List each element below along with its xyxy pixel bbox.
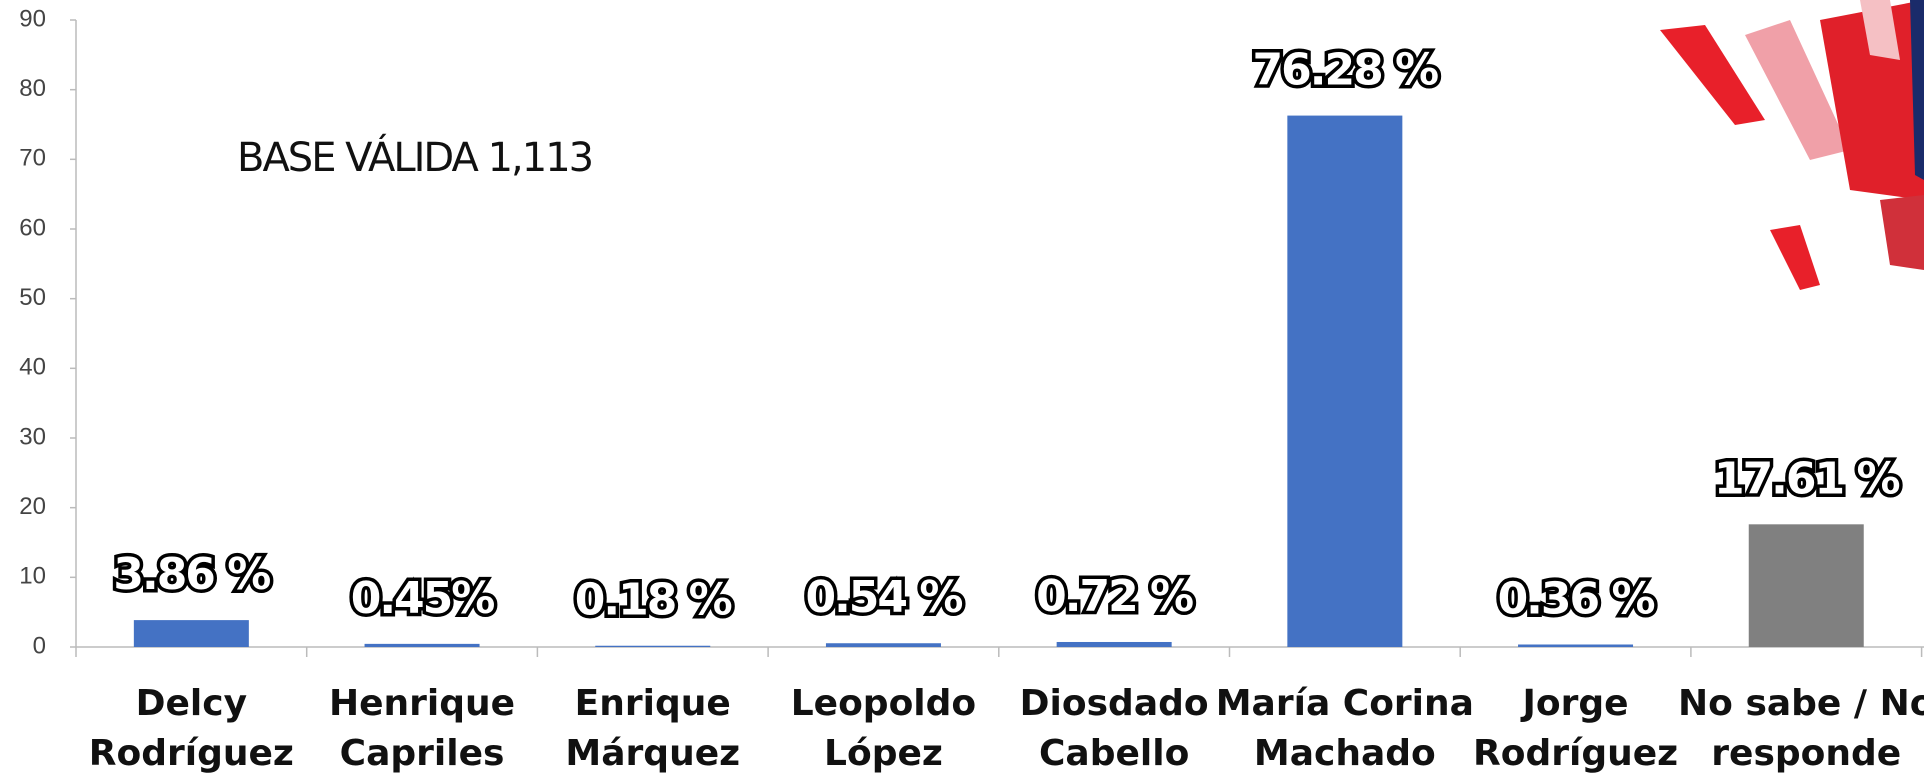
value-label: 0.54 % bbox=[805, 572, 962, 623]
x-tick-label: María Corina bbox=[1216, 683, 1474, 724]
bar bbox=[1056, 641, 1172, 647]
bar bbox=[1287, 115, 1403, 648]
y-tick-label: 60 bbox=[19, 214, 46, 241]
value-label: 0.18 % bbox=[575, 575, 732, 626]
y-tick-label: 30 bbox=[19, 423, 46, 450]
bar bbox=[1748, 524, 1864, 647]
annotation: BASE VÁLIDA 1,113 bbox=[237, 133, 592, 181]
x-tick-label: Henrique bbox=[329, 683, 515, 724]
y-tick-label: 0 bbox=[33, 632, 46, 659]
y-tick-label: 80 bbox=[19, 75, 46, 102]
bar bbox=[595, 645, 711, 647]
bar bbox=[825, 643, 941, 647]
x-tick-label: Rodríguez bbox=[89, 733, 294, 774]
y-tick-label: 50 bbox=[19, 284, 46, 311]
x-tick-label: Cabello bbox=[1039, 733, 1189, 774]
x-tick-label: Rodríguez bbox=[1473, 733, 1678, 774]
x-tick-label: No sabe / No bbox=[1678, 683, 1924, 724]
value-label: 76.28 % bbox=[1253, 45, 1438, 96]
bar bbox=[133, 620, 249, 647]
decoration bbox=[1660, 0, 1924, 290]
bar bbox=[1518, 644, 1634, 647]
x-tick-label: Leopoldo bbox=[791, 683, 976, 724]
y-tick-label: 40 bbox=[19, 354, 46, 381]
value-label: 17.61 % bbox=[1714, 453, 1899, 504]
y-tick-label: 70 bbox=[19, 145, 46, 172]
value-label: 0.45% bbox=[351, 573, 495, 624]
value-label: 3.86 % bbox=[113, 549, 270, 600]
x-tick-label: Márquez bbox=[565, 733, 740, 774]
bar bbox=[364, 643, 480, 647]
x-tick-label: Enrique bbox=[575, 683, 731, 724]
x-tick-label: Capriles bbox=[340, 733, 505, 774]
y-tick-label: 90 bbox=[19, 5, 46, 32]
y-tick-label: 10 bbox=[19, 563, 46, 590]
x-tick-label: Diosdado bbox=[1020, 683, 1209, 724]
x-tick-label: Delcy bbox=[136, 683, 247, 724]
x-tick-label: Jorge bbox=[1520, 683, 1629, 724]
value-label: 0.72 % bbox=[1036, 571, 1193, 622]
y-tick-label: 20 bbox=[19, 493, 46, 520]
x-tick-label: responde bbox=[1711, 733, 1901, 774]
value-label: 0.36 % bbox=[1498, 573, 1655, 624]
x-tick-label: Machado bbox=[1254, 733, 1436, 774]
x-tick-label: López bbox=[824, 733, 943, 774]
